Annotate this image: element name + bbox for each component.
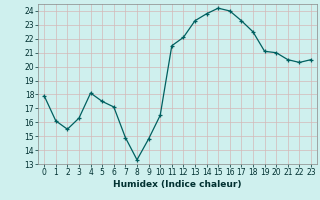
X-axis label: Humidex (Indice chaleur): Humidex (Indice chaleur) [113,180,242,189]
